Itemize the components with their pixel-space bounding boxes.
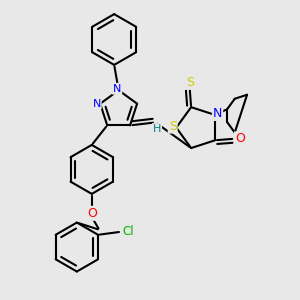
Text: N: N [92, 99, 101, 109]
Text: S: S [186, 76, 194, 89]
Text: O: O [235, 132, 245, 145]
Text: S: S [169, 120, 177, 133]
Text: N: N [213, 107, 222, 120]
Text: H: H [153, 124, 161, 134]
Text: N: N [113, 84, 121, 94]
Text: O: O [87, 207, 97, 220]
Text: Cl: Cl [122, 225, 134, 238]
